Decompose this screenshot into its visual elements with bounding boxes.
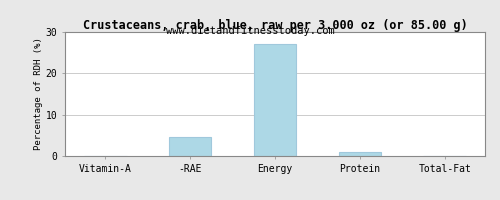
Bar — [169, 137, 212, 156]
Bar — [254, 44, 296, 156]
Bar — [338, 152, 381, 156]
Y-axis label: Percentage of RDH (%): Percentage of RDH (%) — [34, 38, 43, 150]
Title: Crustaceans, crab, blue, raw per 3.000 oz (or 85.00 g): Crustaceans, crab, blue, raw per 3.000 o… — [82, 19, 468, 32]
Text: www.dietandfitnesstoday.com: www.dietandfitnesstoday.com — [166, 26, 334, 36]
